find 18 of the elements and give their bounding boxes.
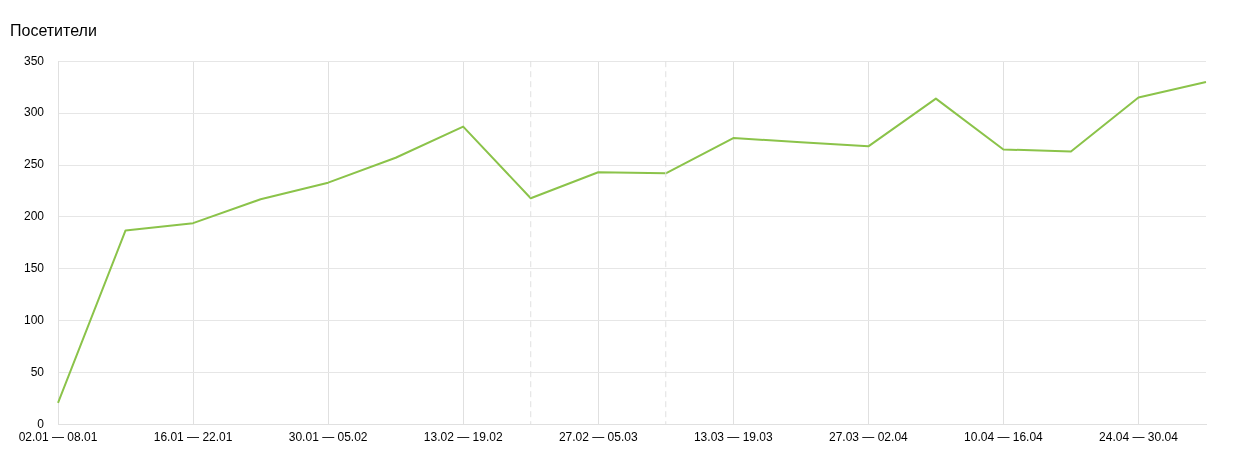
x-tick-label: 27.02 — 05.03	[558, 430, 638, 445]
y-tick-label: 250	[23, 157, 45, 172]
x-tick-label: 24.04 — 30.04	[1099, 430, 1179, 445]
x-tick-label: 27.03 — 02.04	[828, 430, 909, 445]
y-tick-label: 150	[23, 261, 45, 276]
y-tick-label: 0	[37, 416, 45, 431]
x-tick-label: 30.01 — 05.02	[288, 430, 368, 445]
y-tick-label: 350	[23, 53, 45, 68]
x-tick-label: 02.01 — 08.01	[18, 430, 98, 445]
y-tick-label: 200	[23, 209, 45, 224]
y-tick-label: 100	[23, 313, 45, 328]
y-tick-label: 300	[23, 105, 45, 120]
x-tick-label: 13.02 — 19.02	[423, 430, 503, 445]
x-tick-label: 16.01 — 22.01	[153, 430, 233, 445]
chart-title: Посетители	[10, 22, 97, 40]
y-tick-label: 50	[30, 365, 45, 379]
x-tick-label: 10.04 — 16.04	[964, 430, 1044, 445]
x-tick-label: 13.03 — 19.03	[693, 430, 773, 445]
